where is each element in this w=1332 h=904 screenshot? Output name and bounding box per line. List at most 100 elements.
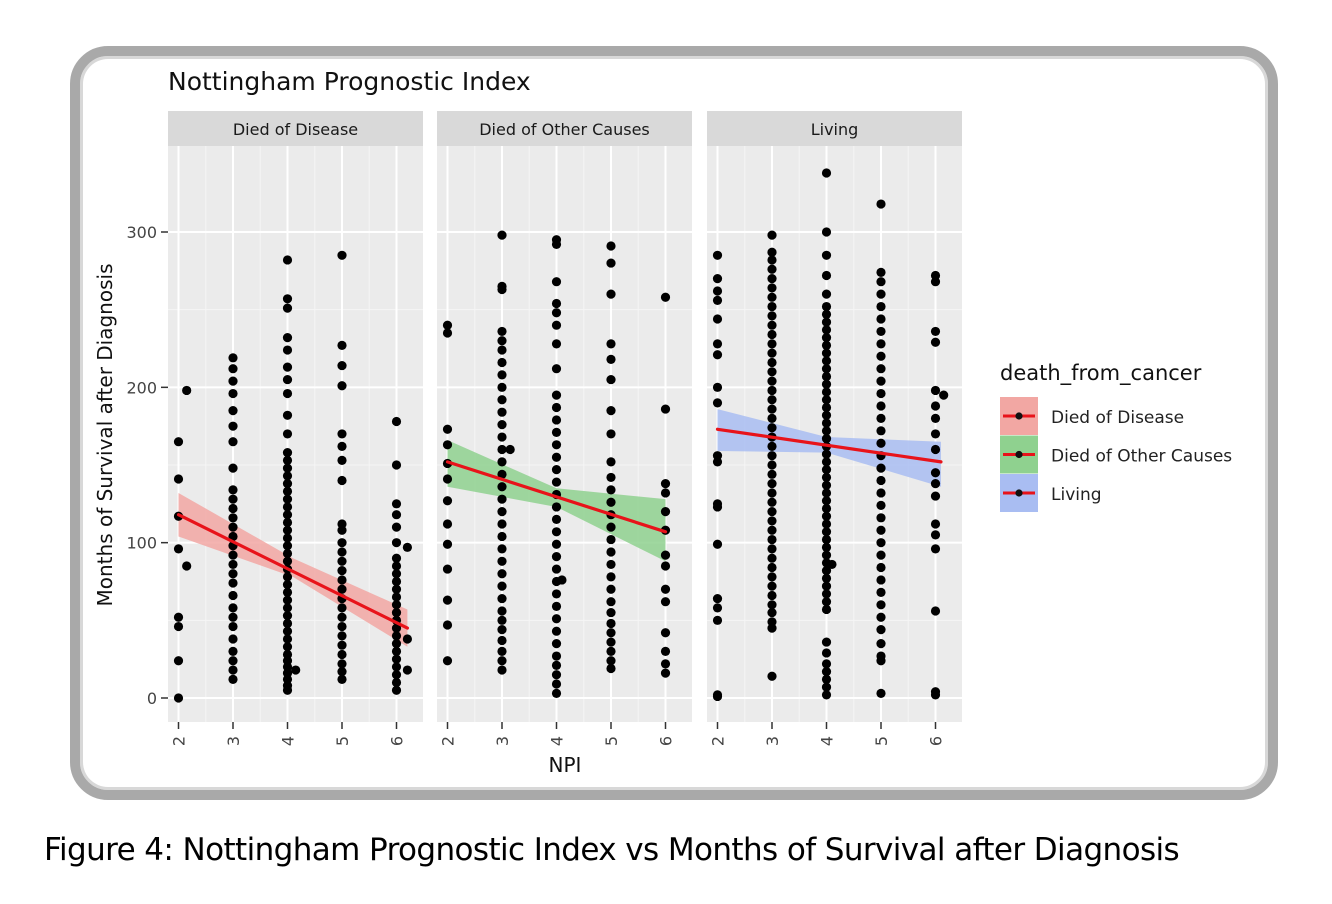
data-point [337, 575, 347, 585]
data-point [497, 569, 507, 579]
data-point [660, 488, 671, 498]
data-point [551, 415, 562, 425]
data-point [497, 370, 507, 380]
data-point [551, 364, 562, 374]
data-point [282, 502, 293, 512]
panel-1: Died of Disease [168, 111, 423, 722]
data-point [282, 333, 293, 343]
data-point [767, 590, 777, 601]
data-point [228, 569, 238, 579]
data-point [228, 406, 238, 416]
data-point [551, 477, 562, 487]
data-point [505, 444, 515, 455]
data-point [606, 597, 616, 607]
data-point [606, 637, 616, 647]
x-axis: 2 3 4 5 6 2 3 4 5 6 2 3 4 5 6 [170, 722, 946, 746]
y-tick-label: 100 [126, 534, 157, 553]
data-point [876, 351, 886, 361]
data-point [497, 615, 507, 625]
data-point [606, 607, 616, 618]
data-point [767, 367, 777, 377]
data-point [551, 660, 562, 670]
data-point [712, 274, 723, 284]
x-tick-label: 3 [763, 736, 782, 746]
data-point [442, 328, 453, 338]
data-point [337, 649, 347, 660]
data-point [337, 612, 347, 622]
data-point [767, 469, 777, 479]
data-point [876, 612, 886, 622]
data-point [606, 258, 616, 268]
data-point [497, 606, 507, 616]
y-axis: 0 100 200 300 [126, 223, 168, 708]
data-point [821, 604, 832, 615]
data-point [337, 340, 347, 350]
data-point [337, 631, 347, 641]
data-point [337, 455, 347, 465]
data-point [767, 617, 777, 627]
facet-strip [168, 111, 423, 146]
data-point [821, 364, 832, 374]
data-point [282, 455, 293, 465]
data-point [712, 295, 723, 305]
data-point [767, 553, 777, 563]
data-point [442, 424, 453, 434]
data-point [497, 281, 507, 291]
data-point [228, 388, 238, 399]
data-point [767, 534, 777, 545]
data-point [282, 463, 293, 473]
data-point [173, 621, 184, 632]
data-point [551, 626, 562, 636]
data-point [712, 690, 723, 700]
data-point [282, 548, 293, 559]
data-point [391, 561, 402, 571]
data-point [391, 538, 402, 548]
data-point [821, 168, 832, 178]
data-point [228, 550, 238, 560]
data-point [821, 573, 832, 583]
data-point [606, 406, 616, 416]
data-point [821, 542, 832, 552]
data-point [497, 635, 507, 646]
data-point [876, 326, 886, 337]
data-point [391, 522, 402, 532]
data-point [767, 671, 777, 681]
data-point [337, 475, 347, 486]
data-point [712, 314, 723, 324]
data-point [282, 517, 293, 528]
data-point [337, 566, 347, 576]
data-point [497, 482, 507, 492]
data-point [821, 519, 832, 529]
data-point [337, 674, 347, 684]
data-point [606, 522, 616, 532]
data-point [767, 247, 777, 257]
data-point [551, 339, 562, 349]
y-tick-label: 200 [126, 378, 157, 397]
data-point [282, 634, 293, 644]
data-point [876, 625, 886, 635]
data-point [712, 398, 723, 408]
data-point [497, 345, 507, 355]
data-point [712, 286, 723, 296]
facet-strip-label: Living [811, 120, 859, 139]
data-point [228, 437, 238, 447]
data-point [402, 665, 412, 675]
data-point [442, 440, 453, 450]
data-point [767, 525, 777, 535]
data-point [282, 374, 293, 385]
data-point [337, 381, 347, 391]
data-point [228, 674, 238, 684]
data-point [173, 612, 184, 622]
data-point [497, 656, 507, 666]
data-point [767, 339, 777, 349]
data-point [876, 289, 886, 299]
data-point [282, 471, 293, 481]
data-point [282, 642, 293, 652]
data-point [497, 494, 507, 504]
data-point [660, 597, 671, 607]
data-point [282, 294, 293, 304]
data-point [821, 550, 832, 560]
legend-point [1015, 450, 1023, 459]
data-point [821, 227, 832, 237]
